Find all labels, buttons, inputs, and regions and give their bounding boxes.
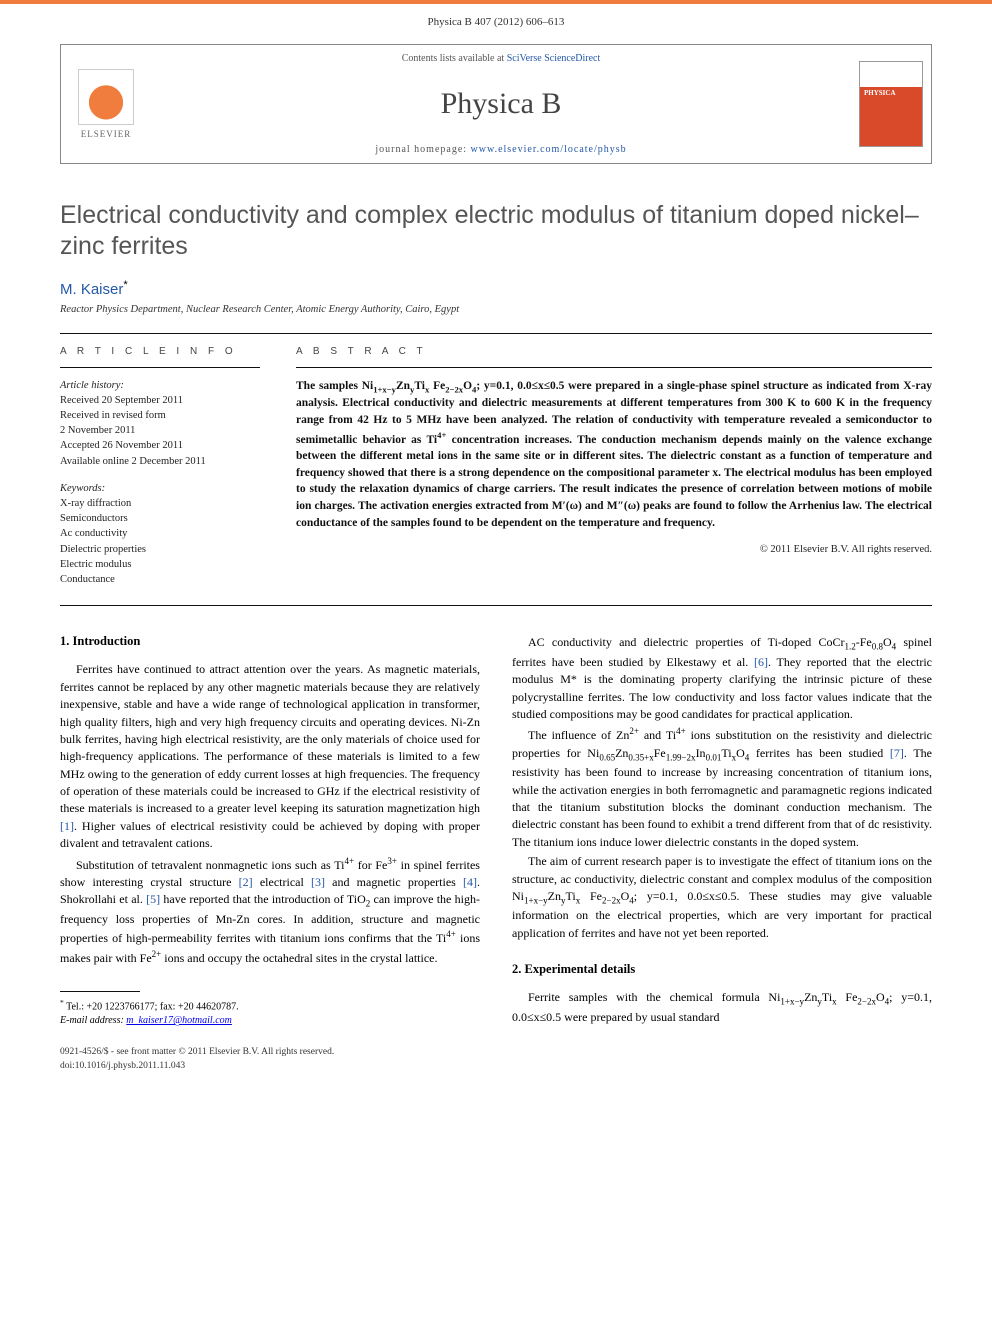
ref-link[interactable]: [5] <box>146 892 160 906</box>
corresponding-footnote: * Tel.: +20 1223766177; fax: +20 4462078… <box>60 998 480 1028</box>
rule-bottom <box>60 605 932 606</box>
body-columns: 1. Introduction Ferrites have continued … <box>60 634 932 1028</box>
history-revised-date: 2 November 2011 <box>60 425 135 436</box>
homepage-prefix: journal homepage: <box>375 144 470 155</box>
cover-thumbnail <box>859 61 923 147</box>
section-head-intro: 1. Introduction <box>60 634 480 649</box>
left-column: 1. Introduction Ferrites have continued … <box>60 634 480 1028</box>
journal-cover-block[interactable] <box>851 45 931 163</box>
affiliation: Reactor Physics Department, Nuclear Rese… <box>60 304 932 315</box>
footnote-marker: * <box>60 998 64 1007</box>
ref-link[interactable]: [3] <box>311 875 325 889</box>
front-matter-block: 0921-4526/$ - see front matter © 2011 El… <box>60 1046 932 1073</box>
contents-line: Contents lists available at SciVerse Sci… <box>159 53 843 64</box>
article-info-col: A R T I C L E I N F O Article history: R… <box>60 334 260 588</box>
ref-link[interactable]: [2] <box>239 875 253 889</box>
ref-link[interactable]: [6] <box>754 655 768 669</box>
front-matter-line1: 0921-4526/$ - see front matter © 2011 El… <box>60 1047 334 1057</box>
keyword: Electric modulus <box>60 559 131 570</box>
article-info-label: A R T I C L E I N F O <box>60 334 260 367</box>
rule-info <box>60 367 260 368</box>
keyword: Dielectric properties <box>60 544 146 555</box>
col2-para-3: The aim of current research paper is to … <box>512 853 932 942</box>
doi-line: doi:10.1016/j.physb.2011.11.043 <box>60 1061 185 1071</box>
footnote-tel: Tel.: +20 1223766177; fax: +20 44620787. <box>66 1001 239 1012</box>
keywords-header: Keywords: <box>60 483 105 494</box>
ref-link[interactable]: [7] <box>890 746 904 760</box>
elsevier-tree-icon <box>78 69 134 125</box>
exp-para-1: Ferrite samples with the chemical formul… <box>512 989 932 1026</box>
abstract-text: The samples Ni1+x−yZnyTix Fe2−2xO4; y=0.… <box>296 378 932 532</box>
journal-header: ELSEVIER Contents lists available at Sci… <box>60 44 932 164</box>
section-head-exp: 2. Experimental details <box>512 962 932 977</box>
abstract-copyright: © 2011 Elsevier B.V. All rights reserved… <box>296 544 932 555</box>
history-online: Available online 2 December 2011 <box>60 456 206 467</box>
elsevier-label: ELSEVIER <box>81 129 132 139</box>
keyword: Ac conductivity <box>60 528 127 539</box>
rule-abstract <box>296 367 932 368</box>
homepage-line: journal homepage: www.elsevier.com/locat… <box>159 144 843 155</box>
right-column: AC conductivity and dielectric propertie… <box>512 634 932 1028</box>
col2-para-2: The influence of Zn2+ and Ti4+ ions subs… <box>512 725 932 851</box>
meta-row: A R T I C L E I N F O Article history: R… <box>60 334 932 588</box>
history-revised: Received in revised form <box>60 410 166 421</box>
email-label: E-mail address: <box>60 1015 124 1026</box>
keyword: Conductance <box>60 574 115 585</box>
abstract-col: A B S T R A C T The samples Ni1+x−yZnyTi… <box>296 334 932 588</box>
journal-name: Physica B <box>159 87 843 121</box>
homepage-link[interactable]: www.elsevier.com/locate/physb <box>471 144 627 155</box>
keyword: X-ray diffraction <box>60 498 131 509</box>
contents-prefix: Contents lists available at <box>402 53 507 64</box>
keywords-block: Keywords: X-ray diffraction Semiconducto… <box>60 481 260 588</box>
ref-link[interactable]: [1] <box>60 819 74 833</box>
intro-para-2: Substitution of tetravalent nonmagnetic … <box>60 855 480 967</box>
history-accepted: Accepted 26 November 2011 <box>60 440 183 451</box>
history-header: Article history: <box>60 380 124 391</box>
history-received: Received 20 September 2011 <box>60 395 183 406</box>
author-line: M. Kaiser* <box>60 279 932 298</box>
author-marker: * <box>123 279 127 291</box>
article-title: Electrical conductivity and complex elec… <box>60 200 932 263</box>
header-center: Contents lists available at SciVerse Sci… <box>151 45 851 163</box>
intro-para-1: Ferrites have continued to attract atten… <box>60 661 480 852</box>
col2-para-1: AC conductivity and dielectric propertie… <box>512 634 932 723</box>
footnote-rule <box>60 991 140 992</box>
author-link[interactable]: M. Kaiser <box>60 281 123 298</box>
sciencedirect-link[interactable]: SciVerse ScienceDirect <box>507 53 601 64</box>
email-link[interactable]: m_kaiser17@hotmail.com <box>126 1015 232 1026</box>
elsevier-logo-block[interactable]: ELSEVIER <box>61 45 151 163</box>
history-block: Article history: Received 20 September 2… <box>60 378 260 469</box>
ref-link[interactable]: [4] <box>463 875 477 889</box>
abstract-label: A B S T R A C T <box>296 334 932 367</box>
journal-reference: Physica B 407 (2012) 606–613 <box>0 4 992 36</box>
keyword: Semiconductors <box>60 513 128 524</box>
